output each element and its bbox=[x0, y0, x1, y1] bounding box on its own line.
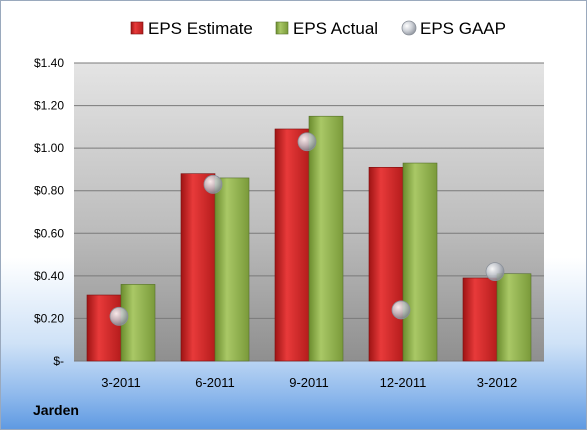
marker-eps-gaap bbox=[391, 300, 411, 320]
marker-eps-gaap bbox=[485, 262, 505, 282]
legend-label: EPS GAAP bbox=[420, 19, 506, 38]
marker-eps-gaap bbox=[297, 132, 317, 152]
y-tick-label: $1.40 bbox=[34, 56, 64, 70]
legend-swatch bbox=[275, 21, 289, 35]
legend-swatch bbox=[130, 21, 144, 35]
y-tick-label: $0.60 bbox=[34, 226, 64, 240]
bar-eps-estimate bbox=[86, 294, 122, 362]
company-label: Jarden bbox=[33, 402, 79, 418]
marker-eps-gaap bbox=[203, 174, 223, 194]
y-tick-label: $1.20 bbox=[34, 99, 64, 113]
bar-eps-actual bbox=[120, 284, 156, 362]
x-tick-label: 6-2011 bbox=[195, 375, 235, 390]
y-tick-label: $0.80 bbox=[34, 184, 64, 198]
bar-eps-actual bbox=[496, 273, 532, 362]
y-tick-label: $1.00 bbox=[34, 141, 64, 155]
y-tick-label: $0.40 bbox=[34, 269, 64, 283]
legend-label: EPS Estimate bbox=[148, 19, 253, 38]
bar-eps-actual bbox=[402, 162, 438, 362]
bar-eps-actual bbox=[214, 177, 250, 362]
bar-eps-actual bbox=[308, 115, 344, 362]
x-tick-label: 3-2011 bbox=[101, 375, 141, 390]
marker-eps-gaap bbox=[109, 306, 129, 326]
x-tick-label: 3-2012 bbox=[477, 375, 517, 390]
x-tick-label: 12-2011 bbox=[380, 375, 427, 390]
bar-eps-estimate bbox=[274, 128, 310, 362]
y-tick-label: $- bbox=[53, 354, 64, 368]
x-tick-label: 9-2011 bbox=[289, 375, 329, 390]
y-tick-label: $0.20 bbox=[34, 311, 64, 325]
bar-eps-estimate bbox=[180, 173, 216, 362]
legend-swatch bbox=[401, 20, 417, 36]
bar-eps-estimate bbox=[368, 167, 404, 362]
legend-label: EPS Actual bbox=[293, 19, 378, 38]
bar-eps-estimate bbox=[462, 277, 498, 362]
